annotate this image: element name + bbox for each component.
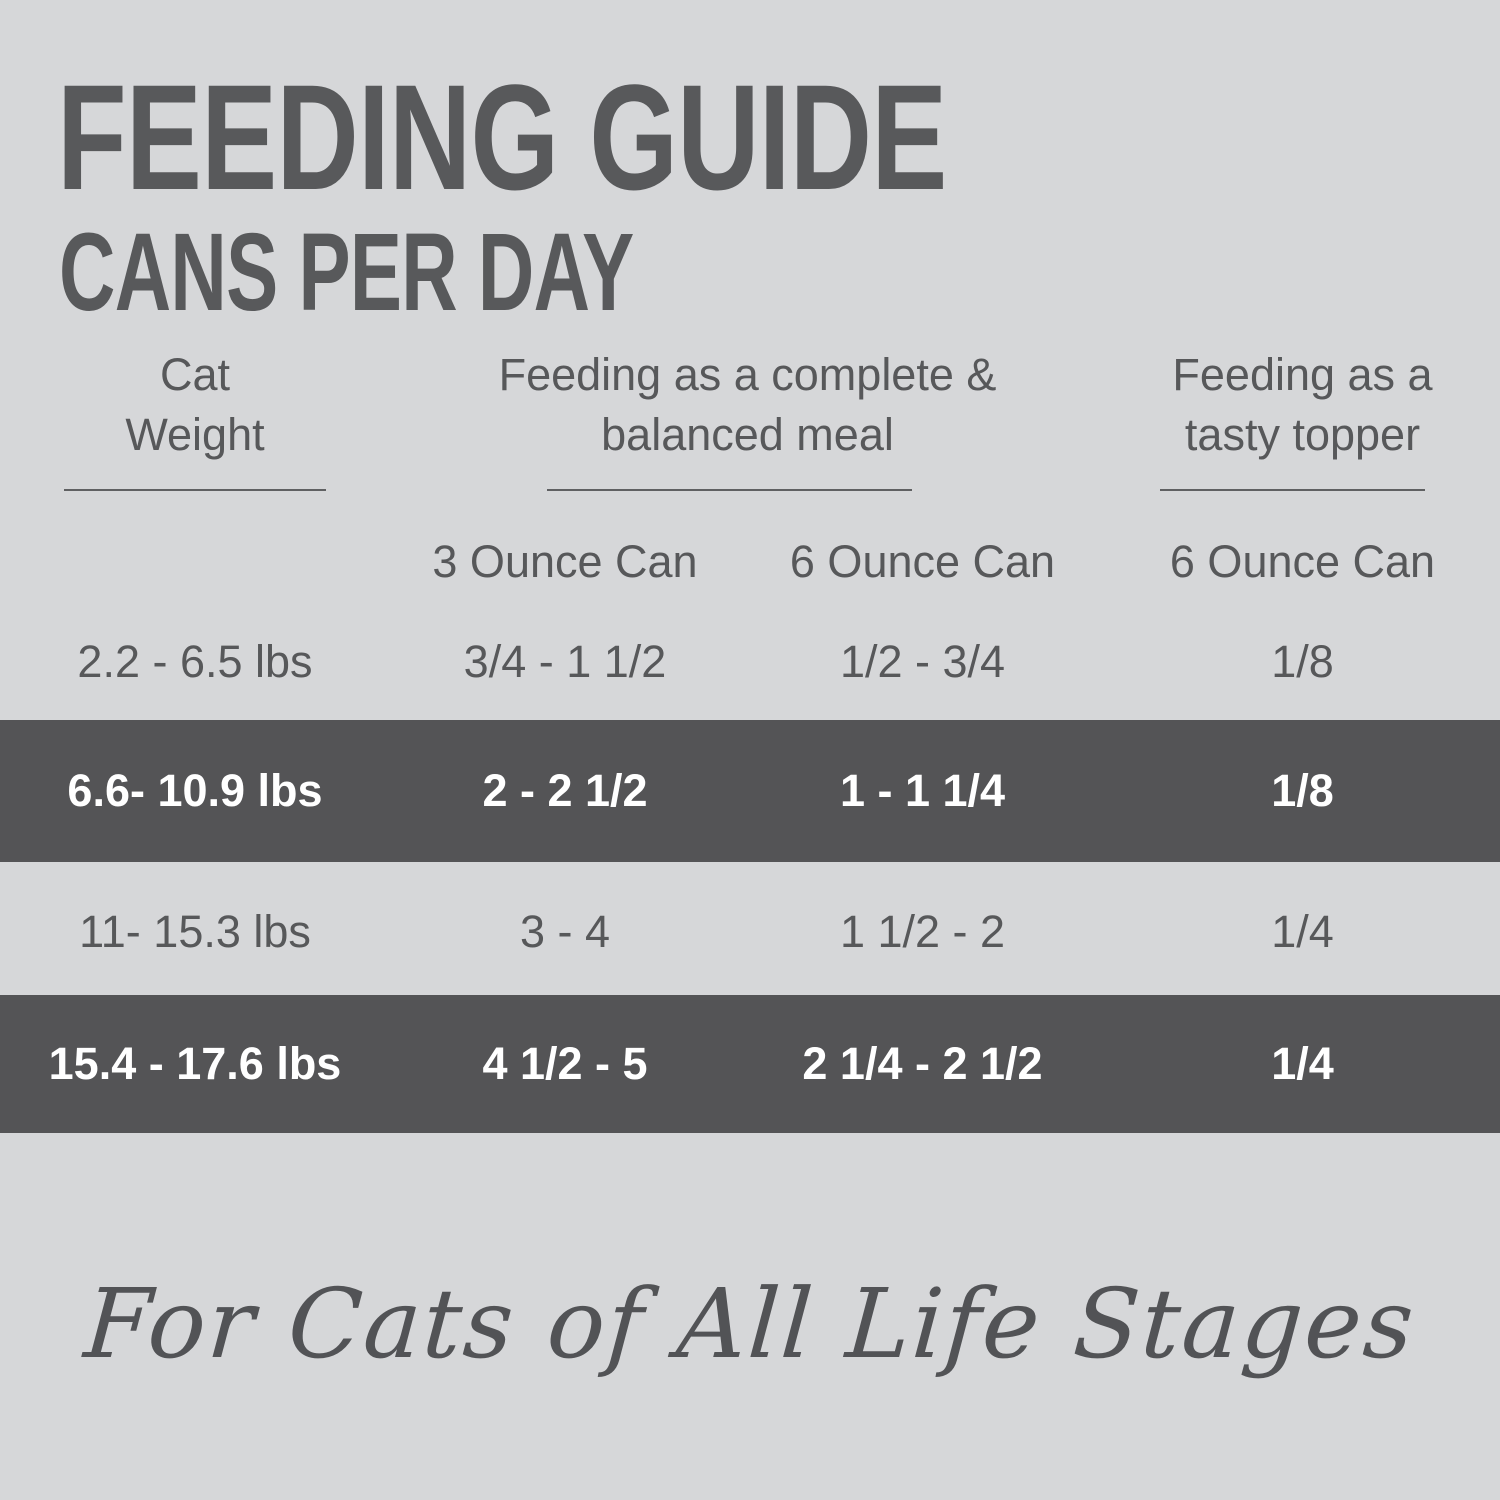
table-row: 2.2 - 6.5 lbs 3/4 - 1 1/2 1/2 - 3/4 1/8 — [0, 632, 1500, 687]
header-tasty-topper-line1: Feeding as a — [1172, 349, 1433, 400]
subheader-6oz-can-topper: 6 Ounce Can — [1169, 536, 1436, 587]
cell-topper-value: 1/8 — [1271, 636, 1334, 687]
cell-cat-weight: 6.6- 10.9 lbs — [67, 765, 323, 816]
table-row: 6.6- 10.9 lbs 2 - 2 1/2 1 - 1 1/4 1/8 — [0, 720, 1500, 862]
table-row: 15.4 - 17.6 lbs 4 1/2 - 5 2 1/4 - 2 1/2 … — [0, 995, 1500, 1133]
header-underline — [547, 489, 912, 491]
header-cat-weight-line2: Weight — [125, 409, 265, 460]
header-cat-weight-line1: Cat — [159, 349, 231, 400]
cell-cat-weight: 15.4 - 17.6 lbs — [48, 1038, 342, 1089]
table-subheader-row: 3 Ounce Can 6 Ounce Can 6 Ounce Can — [0, 532, 1500, 587]
header-cat-weight: Cat Weight — [0, 345, 390, 491]
table-header-row: Cat Weight Feeding as a complete & balan… — [0, 345, 1500, 491]
table-row: 11- 15.3 lbs 3 - 4 1 1/2 - 2 1/4 — [0, 902, 1500, 957]
cell-6oz-value: 1 - 1 1/4 — [839, 765, 1006, 816]
header-complete-meal-line2: balanced meal — [601, 409, 894, 460]
cell-topper-value: 1/8 — [1271, 765, 1334, 816]
page-subtitle: CANS PER DAY — [59, 211, 634, 334]
subheader-3oz-can: 3 Ounce Can — [432, 536, 698, 587]
cell-cat-weight: 11- 15.3 lbs — [79, 906, 311, 957]
header-complete-meal-line1: Feeding as a complete & — [498, 349, 997, 400]
page-title: FEEDING GUIDE — [57, 53, 947, 221]
cell-3oz-value: 3/4 - 1 1/2 — [463, 636, 667, 687]
header-underline — [64, 489, 326, 491]
cell-topper-value: 1/4 — [1271, 906, 1334, 957]
header-underline — [1160, 489, 1425, 491]
highlight-band: 15.4 - 17.6 lbs 4 1/2 - 5 2 1/4 - 2 1/2 … — [0, 995, 1500, 1133]
cell-6oz-value: 1/2 - 3/4 — [839, 636, 1006, 687]
subheader-6oz-can-meal: 6 Ounce Can — [789, 536, 1056, 587]
cell-cat-weight: 2.2 - 6.5 lbs — [77, 636, 313, 687]
tagline-script: For Cats of All Life Stages — [81, 1268, 1419, 1380]
cell-3oz-value: 4 1/2 - 5 — [482, 1038, 648, 1089]
cell-topper-value: 1/4 — [1271, 1038, 1334, 1089]
cell-3oz-value: 2 - 2 1/2 — [482, 765, 648, 816]
cell-6oz-value: 1 1/2 - 2 — [839, 906, 1006, 957]
cell-6oz-value: 2 1/4 - 2 1/2 — [802, 1038, 1043, 1089]
header-complete-meal: Feeding as a complete & balanced meal — [390, 345, 1105, 491]
highlight-band: 6.6- 10.9 lbs 2 - 2 1/2 1 - 1 1/4 1/8 — [0, 720, 1500, 862]
header-tasty-topper-line2: tasty topper — [1184, 409, 1421, 460]
cell-3oz-value: 3 - 4 — [519, 906, 611, 957]
header-tasty-topper: Feeding as a tasty topper — [1105, 345, 1500, 491]
